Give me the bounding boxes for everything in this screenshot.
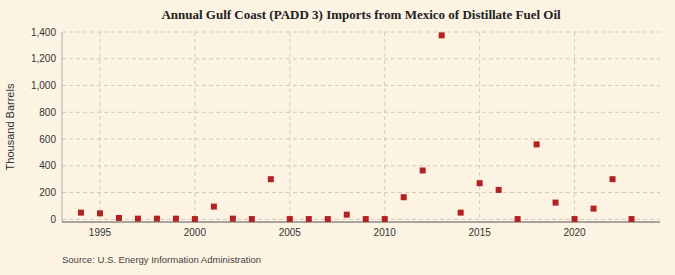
y-tick-label: 800	[39, 107, 56, 118]
point	[306, 216, 312, 222]
y-tick-label: 1,400	[31, 27, 56, 38]
point	[116, 215, 122, 221]
point	[496, 187, 502, 193]
point	[363, 216, 369, 222]
point	[477, 180, 483, 186]
y-tick-label: 600	[39, 134, 56, 145]
x-tick-label: 2020	[563, 227, 586, 238]
y-grid-line	[62, 85, 660, 86]
y-axis-label: Thousand Barrels	[4, 83, 16, 170]
point	[211, 204, 217, 210]
y-grid-line	[62, 58, 660, 59]
point	[287, 216, 293, 222]
point	[629, 216, 635, 222]
point	[553, 200, 559, 206]
background	[0, 0, 675, 275]
x-grid-line	[99, 32, 100, 222]
point	[173, 216, 179, 222]
x-tick-label: 2015	[469, 227, 492, 238]
point	[515, 216, 521, 222]
x-grid-line	[384, 32, 385, 222]
x-axis-line	[62, 222, 660, 223]
point	[458, 210, 464, 216]
point	[135, 216, 141, 222]
point	[401, 194, 407, 200]
x-grid-line	[289, 32, 290, 222]
point	[572, 216, 578, 222]
point	[78, 210, 84, 216]
x-tick-label: 2000	[184, 227, 207, 238]
y-grid-line	[62, 32, 660, 33]
y-tick-label: 400	[39, 160, 56, 171]
point	[382, 216, 388, 222]
point	[154, 216, 160, 222]
y-tick-label: 200	[39, 187, 56, 198]
point	[591, 206, 597, 212]
point	[249, 216, 255, 222]
point	[325, 216, 331, 222]
point	[344, 212, 350, 218]
x-grid-line	[479, 32, 480, 222]
y-axis-line	[62, 32, 63, 222]
y-tick-label: 0	[50, 214, 56, 225]
x-tick-label: 1995	[89, 227, 112, 238]
point	[420, 167, 426, 173]
y-tick-label: 1,200	[31, 53, 56, 64]
chart: 0 200 400 600 800 1,000 1,200 1,400 1995 2000 2005…	[0, 0, 675, 275]
y-grid-line	[62, 219, 660, 220]
x-tick-label: 2010	[374, 227, 397, 238]
y-grid-line	[62, 112, 660, 113]
point	[610, 176, 616, 182]
y-grid-line	[62, 165, 660, 166]
grid	[62, 32, 660, 222]
x-grid-line	[194, 32, 195, 222]
x-tick-label: 2005	[279, 227, 302, 238]
point	[439, 32, 445, 38]
x-grid-line	[574, 32, 575, 222]
point	[230, 216, 236, 222]
points	[78, 32, 635, 222]
y-grid-line	[62, 139, 660, 140]
point	[534, 141, 540, 147]
title: Annual Gulf Coast (PADD 3) Imports from …	[161, 7, 561, 22]
y-grid-line	[62, 192, 660, 193]
point	[97, 210, 103, 216]
source-note: Source: U.S. Energy Information Administ…	[62, 254, 261, 265]
point	[192, 216, 198, 222]
y-tick-label: 1,000	[31, 80, 56, 91]
point	[268, 176, 274, 182]
